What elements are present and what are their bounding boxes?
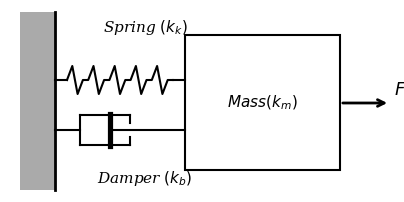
Text: Damper $(k_b)$: Damper $(k_b)$: [97, 169, 193, 188]
Text: $Mass(k_m)$: $Mass(k_m)$: [227, 94, 297, 112]
Text: $F$: $F$: [394, 81, 404, 99]
Bar: [185, 35, 340, 170]
Bar: [20, 12, 55, 190]
Text: Spring $(k_k)$: Spring $(k_k)$: [103, 18, 187, 37]
